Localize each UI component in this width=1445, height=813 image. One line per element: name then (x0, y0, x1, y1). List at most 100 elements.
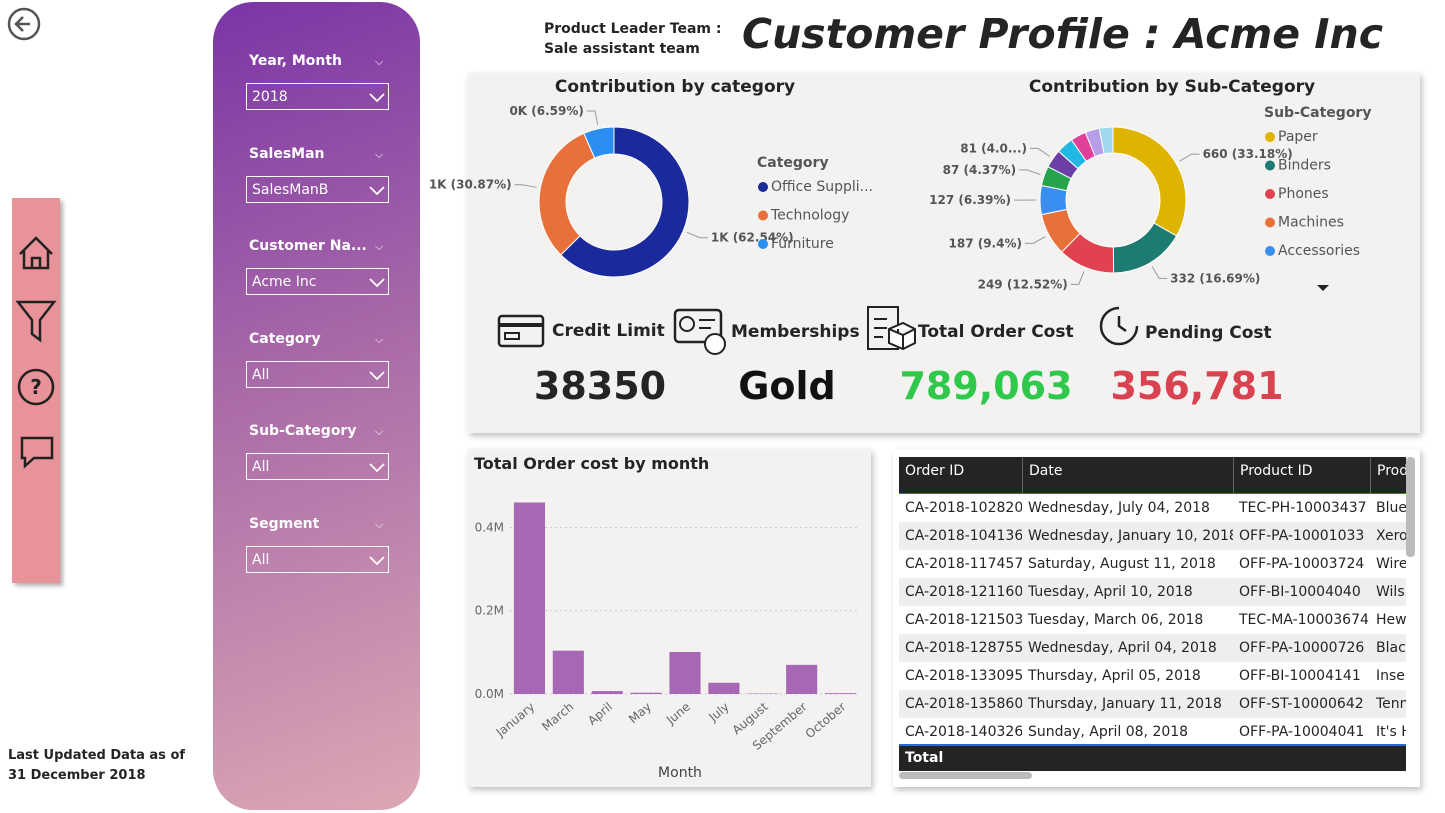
kpi-label: Pending Cost (1145, 323, 1272, 343)
column-header[interactable]: Date (1022, 457, 1233, 493)
pie-slice (1112, 126, 1187, 237)
team-label: Product Leader Team : (544, 21, 722, 37)
home-icon[interactable] (19, 236, 53, 270)
data-label: 332 (16.69%) (1170, 271, 1260, 285)
legend-label: Phones (1278, 186, 1329, 202)
pie-slice (1098, 126, 1114, 155)
x-tick-label: April (585, 700, 615, 728)
chat-icon[interactable] (20, 436, 54, 469)
table-row (899, 606, 1406, 634)
table-cell: OFF-PA-10004041 (1239, 724, 1365, 740)
credit-icon (497, 314, 545, 348)
chart-title: Total Order cost by month (474, 454, 709, 473)
leader-line (1151, 266, 1168, 279)
filter-dropdown[interactable]: All (246, 360, 389, 388)
filter-dropdown[interactable]: Acme Inc (246, 268, 389, 295)
x-tick-label: June (663, 700, 693, 728)
legend-marker (1265, 217, 1275, 228)
y-tick-label: 0.0M (475, 687, 504, 701)
x-tick-label: March (539, 700, 576, 734)
filter-caret: ⌵ (375, 425, 384, 438)
pie-slice (560, 126, 690, 278)
table-cell: Inser (1376, 668, 1406, 684)
filter-icon[interactable] (15, 300, 57, 343)
table-row (899, 662, 1406, 690)
data-label: 1K (30.87%) (429, 178, 512, 192)
legend-label: Office Suppli... (771, 179, 873, 195)
kpi-value: 356,781 (1110, 364, 1284, 408)
filter-caret: ⌵ (375, 332, 384, 346)
legend-label: Machines (1278, 215, 1344, 231)
data-label: 87 (4.37%) (943, 163, 1016, 177)
filter-caret: ⌵ (375, 240, 384, 253)
filter-caret: ⌵ (375, 147, 384, 161)
svg-text:?: ? (30, 375, 42, 399)
order-icon (867, 306, 916, 351)
kpi-label: Memberships (731, 322, 860, 342)
table-hscrollbar[interactable] (899, 772, 1032, 779)
bar (591, 691, 623, 694)
dropdown-arrow (369, 370, 385, 380)
team-name: Sale assistant team (544, 41, 700, 57)
table-cell: OFF-BI-10004141 (1239, 668, 1361, 684)
table-cell: OFF-PA-10001033 (1239, 528, 1365, 544)
kpi-label: Credit Limit (552, 321, 665, 341)
legend-marker (758, 210, 768, 221)
data-label: 81 (4.0...) (960, 141, 1027, 155)
filter-caret: ⌵ (375, 55, 384, 68)
team-block: Product Leader Team : Sale assistant tea… (544, 19, 722, 59)
kpi-value: 38350 (533, 364, 667, 408)
table-cell: It's H (1376, 724, 1406, 740)
table-cell: Sunday, April 08, 2018 (1028, 724, 1189, 740)
dropdown-arrow (369, 93, 385, 103)
column-header[interactable]: Prod (1370, 457, 1406, 493)
legend-marker (1265, 132, 1275, 142)
help-icon[interactable] (17, 368, 55, 406)
table-cell: OFF-BI-10004040 (1239, 584, 1361, 600)
table-row (899, 634, 1406, 662)
dropdown-arrow (369, 555, 385, 565)
page-title: Customer Profile : Acme Inc (742, 10, 1384, 58)
total-row (899, 744, 1406, 771)
leader-line (1025, 236, 1046, 244)
filter-dropdown[interactable]: 2018 (246, 83, 389, 110)
column-header[interactable]: Order ID (905, 463, 965, 479)
legend-title: Sub-Category (1264, 105, 1371, 121)
filter-dropdown[interactable]: All (246, 545, 389, 573)
chart-title: Contribution by Sub-Category (1029, 77, 1315, 97)
last-updated: Last Updated Data as of 31 December 2018 (8, 748, 186, 783)
table-scrollbar[interactable] (1406, 457, 1415, 557)
legend-label: Accessories (1278, 243, 1360, 259)
table-cell: Black (1376, 640, 1406, 656)
pie-slice (1112, 222, 1178, 274)
filter-dropdown[interactable]: SalesManB (246, 175, 389, 203)
legend-marker (1265, 160, 1275, 171)
table-cell: CA-2018-121503 (905, 612, 1022, 628)
back-button[interactable] (6, 6, 42, 42)
table-cell: TEC-MA-10003674 (1239, 612, 1369, 628)
filter-dropdown[interactable]: All (246, 453, 389, 480)
column-header[interactable]: Product ID (1233, 457, 1370, 493)
legend-scroll (1317, 285, 1329, 291)
table-cell: CA-2018-133095 (905, 668, 1022, 684)
filter-label: Category (249, 330, 321, 347)
order-table: Order ID Date Product ID Prod CA-2018-102820… (899, 457, 1406, 771)
legend-title: Category (757, 155, 829, 171)
x-tick-label: October (803, 700, 849, 742)
table-cell: Tuesday, March 06, 2018 (1028, 612, 1204, 628)
legend-marker (1265, 246, 1275, 256)
x-tick-label: July (706, 700, 732, 725)
table-row (899, 494, 1406, 522)
table-cell: Wednesday, April 04, 2018 (1028, 640, 1217, 656)
table-cell: CA-2018-104136 (905, 528, 1022, 544)
table-cell: Blue (1376, 500, 1406, 516)
table-cell: OFF-ST-10000642 (1239, 696, 1364, 712)
table-cell: Saturday, August 11, 2018 (1028, 556, 1216, 572)
legend-label: Technology (770, 208, 849, 224)
table-cell: Tuesday, April 10, 2018 (1028, 584, 1193, 600)
data-label: 0K (6.59%) (509, 104, 583, 118)
table-cell: Xero (1376, 528, 1406, 544)
bar (630, 692, 662, 694)
legend-label: Paper (1278, 129, 1318, 145)
